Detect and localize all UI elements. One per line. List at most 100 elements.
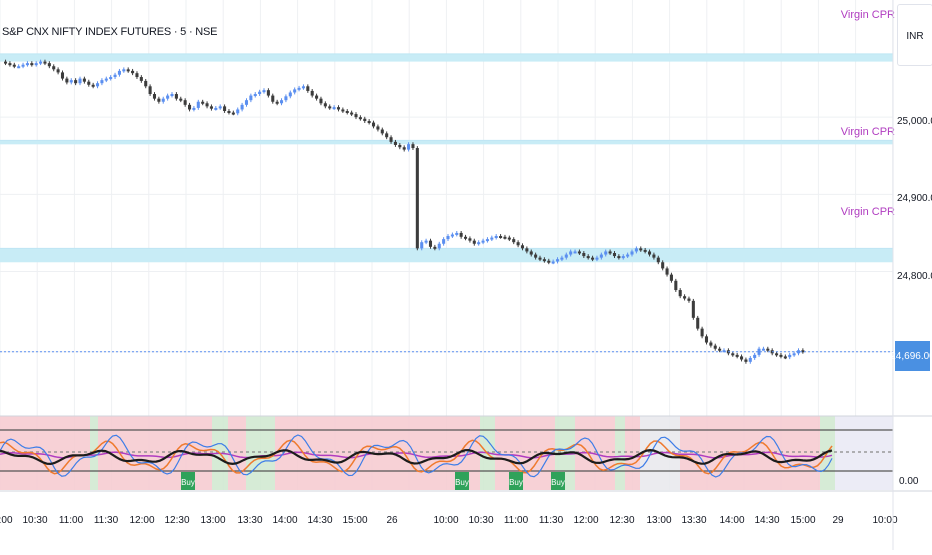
candle-body: [47, 63, 51, 67]
candle-body: [801, 350, 805, 353]
time-axis-label: 13:00: [200, 515, 225, 526]
cpr-band: [0, 53, 893, 62]
time-axis-label: 13:00: [646, 515, 671, 526]
candle-body: [266, 90, 270, 96]
candle-body: [573, 251, 577, 254]
currency-button[interactable]: INR: [897, 4, 932, 66]
candle-body: [345, 111, 349, 113]
candle-body: [551, 261, 555, 264]
candle-body: [691, 300, 695, 318]
candle-body: [599, 254, 603, 258]
candle-body: [332, 107, 336, 110]
price-axis-label: 24,900.00: [897, 193, 932, 204]
candle-body: [104, 78, 108, 81]
candle-body: [411, 144, 415, 149]
candle-body: [626, 254, 630, 257]
candle-body: [253, 94, 257, 97]
candle-body: [161, 98, 165, 102]
candle-body: [586, 256, 590, 259]
candle-body: [301, 86, 305, 89]
candle-body: [91, 84, 95, 87]
oscillator-bg-band: [625, 416, 640, 490]
candle-body: [354, 114, 358, 118]
symbol-title[interactable]: S&P CNX NIFTY INDEX FUTURES · 5 · NSE: [2, 26, 218, 38]
time-axis-label: 12:30: [164, 515, 189, 526]
candle-body: [39, 61, 43, 64]
candle-body: [74, 80, 78, 84]
candle-body: [113, 74, 117, 78]
candle-body: [336, 107, 341, 110]
candle-body: [328, 106, 332, 109]
candle-body: [131, 70, 135, 74]
time-axis-label: 15:00: [342, 515, 367, 526]
candle-body: [665, 268, 669, 275]
candle-body: [17, 66, 21, 69]
candle-body: [757, 348, 761, 355]
candle-body: [477, 242, 481, 245]
candle-body: [209, 106, 213, 109]
candle-body: [428, 240, 433, 247]
buy-signal-label: Buy: [455, 478, 469, 487]
candle-body: [459, 232, 463, 237]
candle-body: [166, 95, 170, 99]
currency-label: INR: [906, 31, 924, 42]
virgin-cpr-label: Virgin CPR: [841, 206, 895, 218]
candle-body: [87, 81, 91, 85]
candle-body: [293, 89, 297, 93]
oscillator-bg-band: [246, 416, 275, 490]
candle-body: [446, 236, 450, 240]
candle-body: [258, 91, 262, 95]
price-axis-label: 24,800.00: [897, 271, 932, 282]
time-axis-label: 11:00: [504, 515, 529, 526]
candle-body: [766, 348, 770, 351]
candle-body: [100, 80, 104, 84]
candle-body: [358, 117, 362, 120]
candle-body: [30, 63, 34, 66]
candle-body: [65, 78, 69, 83]
candle-body: [630, 251, 634, 255]
candle-body: [704, 336, 709, 343]
candle-body: [214, 107, 218, 110]
time-axis-label: 11:30: [94, 515, 119, 526]
oscillator-axis-label: 0.00: [899, 476, 919, 487]
candle-body: [516, 242, 520, 246]
candle-body: [350, 112, 354, 115]
candle-body: [56, 69, 60, 73]
oscillator-line: [0, 451, 833, 459]
candle-body: [135, 73, 139, 78]
candle-body: [481, 240, 485, 243]
candle-body: [582, 253, 586, 257]
candle-body: [591, 257, 595, 260]
candle-body: [389, 137, 393, 142]
time-axis-label: 10:00: [433, 515, 458, 526]
time-axis-label: 26: [386, 515, 398, 526]
oscillator-bg-band: [615, 416, 625, 490]
candle-body: [783, 356, 787, 359]
candle-body: [503, 236, 507, 239]
candle-body: [656, 257, 660, 263]
candle-body: [718, 348, 722, 351]
candle-body: [262, 90, 266, 93]
candle-body: [319, 98, 323, 104]
candle-body: [192, 107, 196, 110]
candle-body: [380, 129, 384, 134]
candle-body: [144, 80, 148, 87]
candle-body: [595, 257, 599, 260]
candle-body: [556, 259, 560, 262]
time-axis-label: 14:00: [719, 515, 744, 526]
candle-body: [367, 121, 371, 124]
candle-body: [744, 359, 748, 362]
time-axis-label: 15:00: [790, 515, 815, 526]
candle-body: [450, 234, 454, 237]
time-axis-label: 10:00: [0, 515, 13, 526]
current-price-tag: 24,696.00: [890, 341, 932, 371]
candle-body: [82, 78, 86, 82]
candle-body: [201, 101, 205, 104]
candle-body: [775, 353, 779, 356]
candle-body: [310, 90, 314, 96]
oscillator-line: [0, 434, 833, 478]
buy-signal-marker: [551, 472, 565, 490]
buy-signal-marker: [455, 472, 469, 490]
